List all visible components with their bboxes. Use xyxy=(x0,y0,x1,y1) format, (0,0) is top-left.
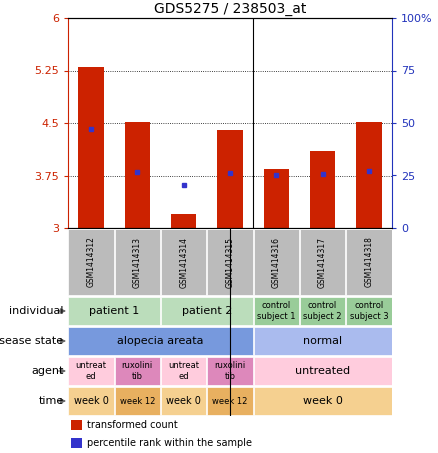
Text: GSM1414312: GSM1414312 xyxy=(87,236,95,288)
Text: patient 1: patient 1 xyxy=(89,306,139,316)
Bar xyxy=(300,229,345,294)
Bar xyxy=(78,67,104,228)
Bar xyxy=(115,357,160,385)
Bar xyxy=(254,229,299,294)
Bar xyxy=(124,122,150,228)
Bar xyxy=(68,327,253,355)
Bar xyxy=(171,214,196,228)
Bar xyxy=(207,229,253,294)
Bar xyxy=(68,297,160,325)
Bar xyxy=(115,387,160,415)
Text: patient 2: patient 2 xyxy=(182,306,232,316)
Text: GSM1414313: GSM1414313 xyxy=(133,236,142,288)
Bar xyxy=(68,357,114,385)
Text: disease state: disease state xyxy=(0,336,64,346)
Text: untreat
ed: untreat ed xyxy=(168,361,199,381)
Text: control
subject 3: control subject 3 xyxy=(350,301,388,321)
Text: transformed count: transformed count xyxy=(87,420,178,430)
Text: GSM1414317: GSM1414317 xyxy=(318,236,327,288)
Text: control
subject 1: control subject 1 xyxy=(257,301,296,321)
Bar xyxy=(207,387,253,415)
Bar xyxy=(300,297,345,325)
Bar xyxy=(356,122,381,228)
Text: normal: normal xyxy=(303,336,342,346)
Bar xyxy=(217,130,243,228)
Bar xyxy=(346,297,392,325)
Text: agent: agent xyxy=(31,366,64,376)
Bar xyxy=(161,297,253,325)
Text: GSM1414318: GSM1414318 xyxy=(364,236,373,288)
Text: alopecia areata: alopecia areata xyxy=(117,336,204,346)
Text: ruxolini
tib: ruxolini tib xyxy=(214,361,246,381)
Bar xyxy=(254,357,392,385)
Text: GSM1414315: GSM1414315 xyxy=(226,236,234,288)
Bar xyxy=(71,438,82,448)
Text: week 12: week 12 xyxy=(120,396,155,405)
Bar xyxy=(310,151,335,228)
Bar xyxy=(346,229,392,294)
Bar xyxy=(161,229,206,294)
Text: week 0: week 0 xyxy=(74,396,109,406)
Bar xyxy=(71,420,82,429)
Bar xyxy=(254,387,392,415)
Text: ruxolini
tib: ruxolini tib xyxy=(122,361,153,381)
Text: time: time xyxy=(38,396,64,406)
Title: GDS5275 / 238503_at: GDS5275 / 238503_at xyxy=(154,1,306,15)
Bar xyxy=(68,229,114,294)
Bar xyxy=(264,169,289,228)
Bar xyxy=(161,357,206,385)
Text: control
subject 2: control subject 2 xyxy=(303,301,342,321)
Text: week 0: week 0 xyxy=(166,396,201,406)
Text: GSM1414314: GSM1414314 xyxy=(179,236,188,288)
Text: GSM1414316: GSM1414316 xyxy=(272,236,281,288)
Text: percentile rank within the sample: percentile rank within the sample xyxy=(87,438,252,448)
Text: week 12: week 12 xyxy=(212,396,247,405)
Bar xyxy=(254,297,299,325)
Text: untreated: untreated xyxy=(295,366,350,376)
Bar xyxy=(254,327,392,355)
Bar xyxy=(207,357,253,385)
Bar xyxy=(68,387,114,415)
Text: individual: individual xyxy=(9,306,64,316)
Bar xyxy=(161,387,206,415)
Text: week 0: week 0 xyxy=(303,396,343,406)
Bar xyxy=(115,229,160,294)
Text: untreat
ed: untreat ed xyxy=(75,361,106,381)
